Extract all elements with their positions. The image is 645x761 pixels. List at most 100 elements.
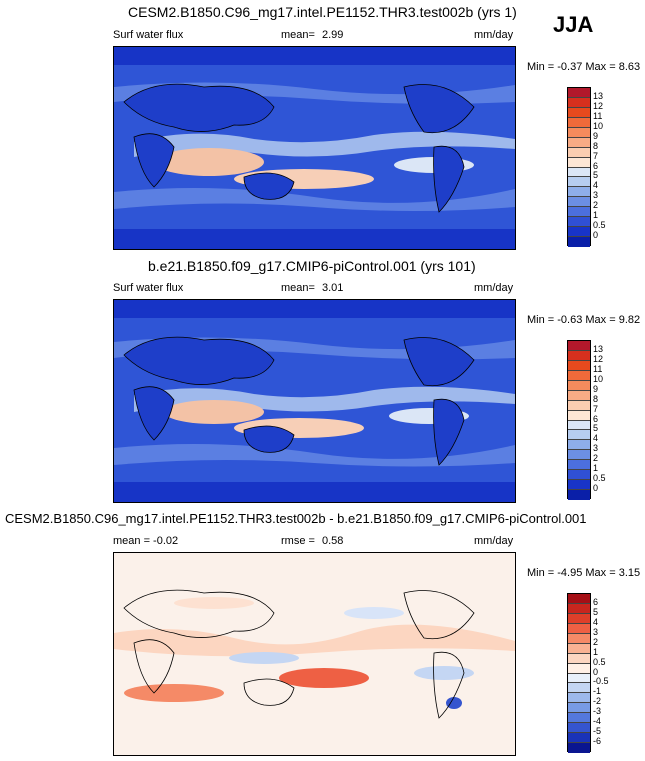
cbar1-tick-label: 3 bbox=[593, 190, 599, 201]
cbar1-tick-label: 2 bbox=[593, 200, 599, 211]
panel2-minmax: Min = -0.63 Max = 9.82 bbox=[527, 314, 641, 326]
cbar3-segment bbox=[568, 613, 590, 624]
panel2-units: mm/day bbox=[474, 282, 514, 294]
cbar2-tick-label: 3 bbox=[593, 443, 599, 454]
panel1-minmax: Min = -0.37 Max = 8.63 bbox=[527, 61, 641, 73]
cbar1-tick-label: 0 bbox=[593, 230, 599, 241]
cbar2-tick-label: 13 bbox=[593, 343, 604, 354]
cbar3-segment bbox=[568, 743, 590, 753]
cbar2-segment bbox=[568, 400, 590, 411]
cbar2-segment bbox=[568, 440, 590, 451]
cbar2-tick-label: 11 bbox=[593, 363, 603, 374]
cbar2-segment bbox=[568, 480, 590, 491]
cbar3-tick-label: 0 bbox=[593, 666, 599, 677]
cbar3-tick-label: 0.5 bbox=[593, 656, 606, 667]
cbar1-segment bbox=[568, 197, 590, 208]
panel1-mean-value: 2.99 bbox=[322, 29, 344, 41]
panel3-map bbox=[113, 552, 516, 756]
cbar2-tick-label: 9 bbox=[593, 383, 599, 394]
cbar3-segment bbox=[568, 733, 590, 744]
cbar2-segment bbox=[568, 490, 590, 500]
cbar3-tick-label: 3 bbox=[593, 626, 599, 637]
cbar2-segment bbox=[568, 370, 590, 381]
cbar1-segment bbox=[568, 167, 590, 178]
panel3-minmax: Min = -4.95 Max = 3.15 bbox=[527, 567, 641, 579]
cbar1-tick-label: 4 bbox=[593, 180, 599, 191]
cbar2-segment bbox=[568, 420, 590, 431]
cbar2-segment bbox=[568, 360, 590, 371]
cbar2-tick-label: 8 bbox=[593, 393, 599, 404]
panel1-title: CESM2.B1850.C96_mg17.intel.PE1152.THR3.t… bbox=[128, 4, 517, 20]
panel2-title: b.e21.B1850.f09_g17.CMIP6-piControl.001 … bbox=[148, 258, 476, 274]
cbar3-tick-label: 2 bbox=[593, 636, 599, 647]
cbar1-segment bbox=[568, 97, 590, 108]
cbar1-tick-label: 8 bbox=[593, 140, 599, 151]
cbar3-segment bbox=[568, 653, 590, 664]
cbar2-tick-label: 5 bbox=[593, 423, 599, 434]
cbar3-tick-label: 5 bbox=[593, 606, 599, 617]
cbar3-tick-label: -5 bbox=[593, 726, 602, 737]
cbar2-segment bbox=[568, 460, 590, 471]
cbar3-segment bbox=[568, 633, 590, 644]
cbar3-segment bbox=[568, 603, 590, 614]
cbar2-segment bbox=[568, 470, 590, 481]
panel1-map bbox=[113, 46, 516, 250]
cbar3-segment bbox=[568, 683, 590, 694]
panel3-colorbar bbox=[567, 593, 591, 753]
cbar1-segment bbox=[568, 147, 590, 158]
cbar1-tick-label: 6 bbox=[593, 160, 599, 171]
cbar3-tick-label: -2 bbox=[593, 696, 602, 707]
cbar1-tick-label: 9 bbox=[593, 130, 599, 141]
cbar3-tick-label: 6 bbox=[593, 596, 599, 607]
cbar1-segment bbox=[568, 137, 590, 148]
cbar3-tick-label: -0.5 bbox=[593, 676, 609, 687]
cbar1-tick-label: 5 bbox=[593, 170, 599, 181]
cbar1-segment bbox=[568, 177, 590, 188]
cbar3-segment bbox=[568, 643, 590, 654]
cbar1-tick-label: 13 bbox=[593, 90, 604, 101]
cbar3-segment bbox=[568, 723, 590, 734]
cbar3-segment bbox=[568, 693, 590, 704]
cbar2-tick-label: 1 bbox=[593, 463, 599, 474]
cbar2-tick-label: 7 bbox=[593, 403, 599, 414]
panel2-mean-label: mean= bbox=[281, 282, 315, 294]
cbar3-segment bbox=[568, 673, 590, 684]
cbar2-segment bbox=[568, 390, 590, 401]
cbar3-tick-label: -3 bbox=[593, 706, 602, 717]
cbar1-segment bbox=[568, 187, 590, 198]
panel3-mean-label: mean = -0.02 bbox=[113, 535, 179, 547]
panel3-rmse-value: 0.58 bbox=[322, 535, 344, 547]
panel1-variable-label: Surf water flux bbox=[113, 29, 184, 41]
cbar1-segment bbox=[568, 237, 590, 247]
cbar1-segment bbox=[568, 157, 590, 168]
cbar1-tick-label: 10 bbox=[593, 120, 604, 131]
cbar3-tick-label: -1 bbox=[593, 686, 602, 697]
panel2-mean-value: 3.01 bbox=[322, 282, 344, 294]
panel2-variable-label: Surf water flux bbox=[113, 282, 184, 294]
cbar2-segment bbox=[568, 380, 590, 391]
cbar1-segment bbox=[568, 217, 590, 228]
cbar3-segment bbox=[568, 594, 590, 604]
cbar2-tick-label: 4 bbox=[593, 433, 599, 444]
cbar2-segment bbox=[568, 430, 590, 441]
panel2-map bbox=[113, 299, 516, 503]
cbar2-tick-label: 0.5 bbox=[593, 473, 606, 484]
cbar3-segment bbox=[568, 663, 590, 674]
cbar2-segment bbox=[568, 350, 590, 361]
cbar3-tick-label: 1 bbox=[593, 646, 599, 657]
cbar2-tick-label: 0 bbox=[593, 483, 599, 494]
cbar1-segment bbox=[568, 107, 590, 118]
cbar1-tick-label: 11 bbox=[593, 110, 603, 121]
cbar1-segment bbox=[568, 117, 590, 128]
panel1-colorbar bbox=[567, 87, 591, 247]
cbar3-tick-label: -6 bbox=[593, 736, 602, 747]
cbar2-segment bbox=[568, 341, 590, 351]
cbar3-segment bbox=[568, 623, 590, 634]
cbar1-segment bbox=[568, 207, 590, 218]
cbar2-tick-label: 12 bbox=[593, 353, 604, 364]
cbar3-tick-label: 4 bbox=[593, 616, 599, 627]
cbar2-segment bbox=[568, 410, 590, 421]
panel2-colorbar bbox=[567, 340, 591, 500]
panel3-units: mm/day bbox=[474, 535, 514, 547]
cbar1-segment bbox=[568, 127, 590, 138]
